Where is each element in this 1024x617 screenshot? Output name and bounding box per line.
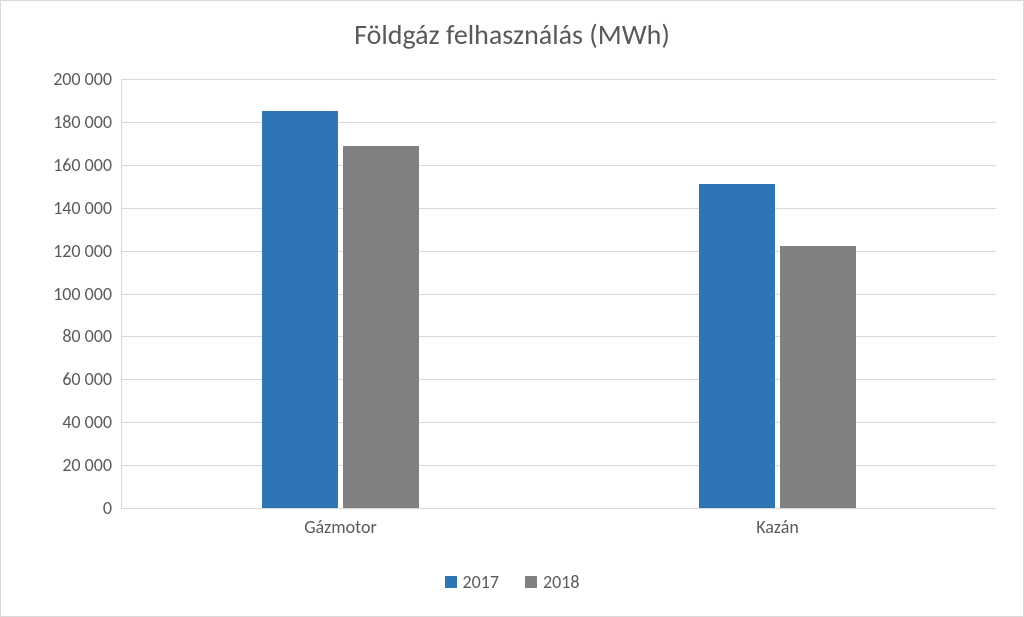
- y-axis-label: 40 000: [4, 411, 112, 433]
- y-axis-label: 60 000: [4, 368, 112, 390]
- legend-item-2017: 2017: [445, 571, 500, 593]
- gridline: [122, 336, 996, 337]
- x-axis-label: Kazán: [756, 516, 799, 538]
- y-axis-label: 160 000: [4, 154, 112, 176]
- gridline: [122, 422, 996, 423]
- bar-2017-Gázmotor: [262, 111, 338, 508]
- legend-swatch-icon: [525, 576, 537, 588]
- legend-item-2018: 2018: [525, 571, 580, 593]
- chart-title: Földgáz felhasználás (MWh): [1, 1, 1023, 52]
- gridline: [122, 208, 996, 209]
- legend-swatch-icon: [445, 576, 457, 588]
- gridline: [122, 79, 996, 80]
- legend: 2017 2018: [1, 571, 1023, 593]
- gridline: [122, 122, 996, 123]
- y-axis-label: 80 000: [4, 325, 112, 347]
- bar-2017-Kazán: [699, 184, 775, 508]
- y-axis-label: 140 000: [4, 197, 112, 219]
- y-axis-label: 120 000: [4, 240, 112, 262]
- y-axis-label: 100 000: [4, 283, 112, 305]
- bar-2018-Kazán: [780, 246, 856, 508]
- gridline: [122, 379, 996, 380]
- gridline: [122, 251, 996, 252]
- bar-2018-Gázmotor: [343, 146, 419, 509]
- gridline: [122, 465, 996, 466]
- gridline: [122, 294, 996, 295]
- chart-frame: Földgáz felhasználás (MWh) 020 00040 000…: [0, 0, 1024, 617]
- legend-label: 2017: [463, 571, 500, 593]
- y-axis-label: 20 000: [4, 454, 112, 476]
- plot-area: 020 00040 00060 00080 000100 000120 0001…: [121, 79, 996, 509]
- legend-label: 2018: [543, 571, 580, 593]
- y-axis-label: 180 000: [4, 111, 112, 133]
- y-axis-label: 0: [4, 497, 112, 519]
- gridline: [122, 165, 996, 166]
- x-axis-label: Gázmotor: [304, 516, 377, 538]
- y-axis-label: 200 000: [4, 68, 112, 90]
